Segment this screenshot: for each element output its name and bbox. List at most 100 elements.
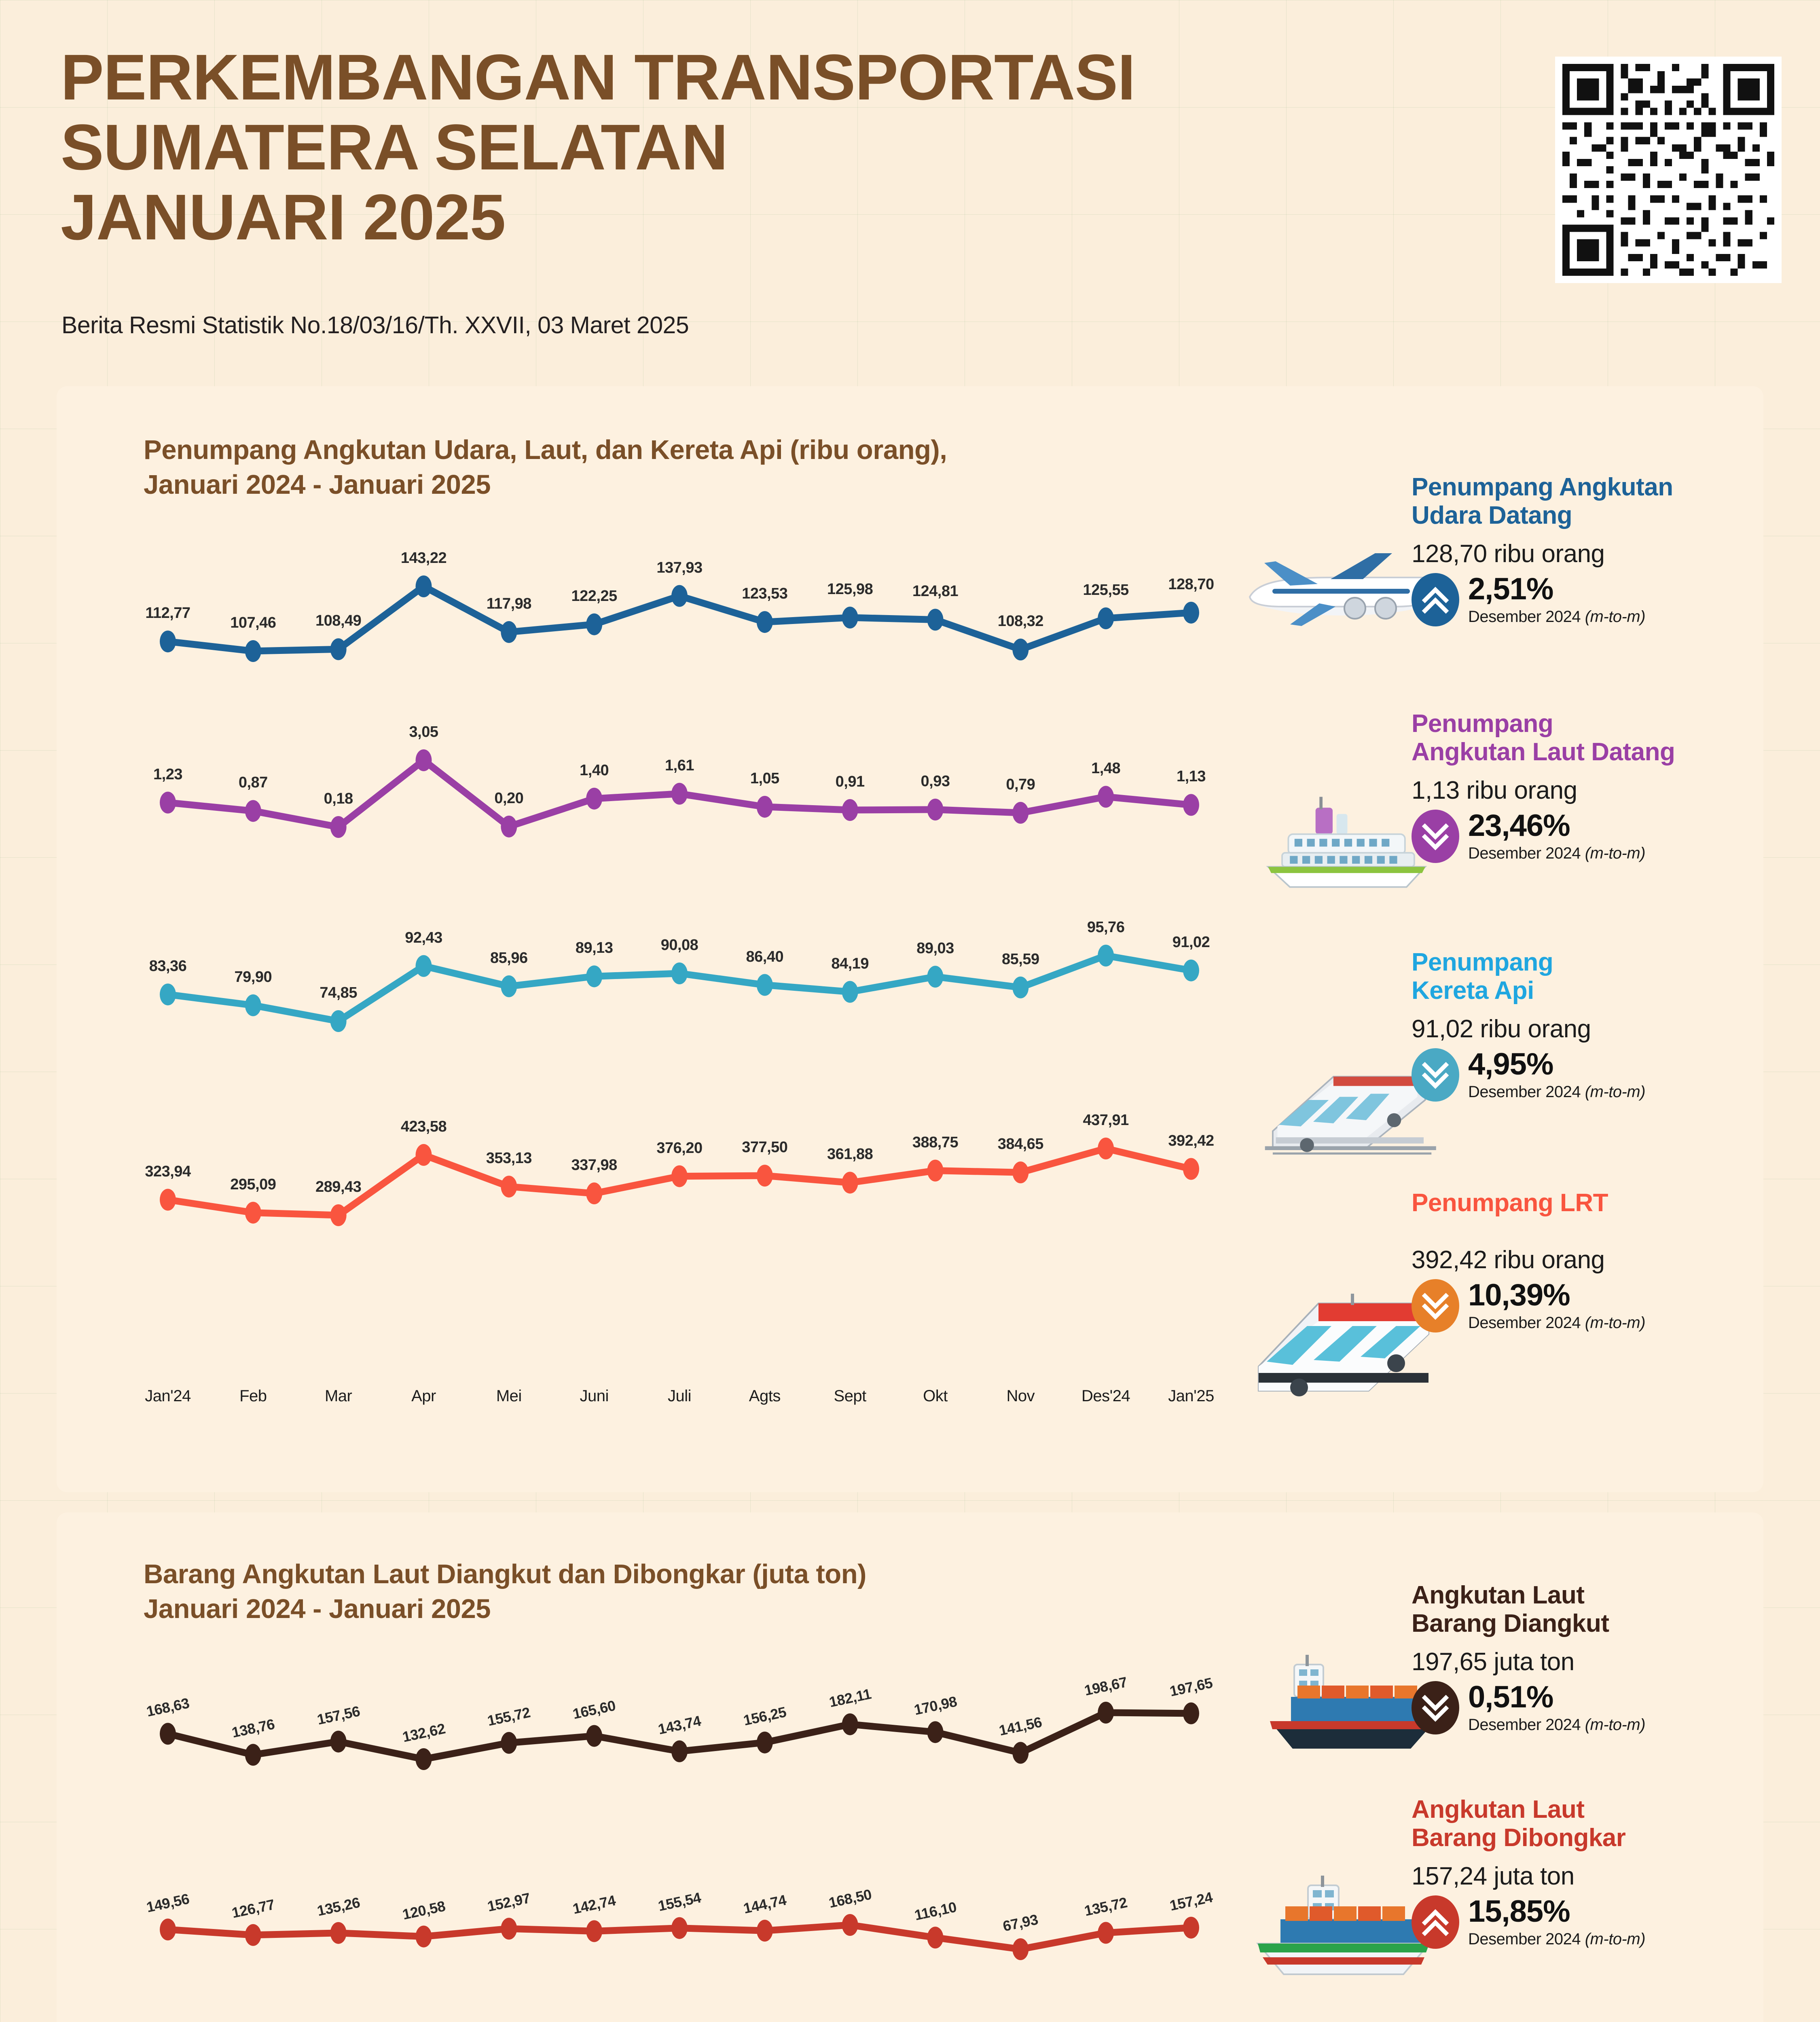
passenger-title-line-1: Penumpang Angkutan Udara, Laut, dan Kere… [144,435,947,465]
x-axis-label: Agts [749,1387,781,1405]
stat-lrt-percent: 10,39% [1468,1277,1570,1312]
data-label: 124,81 [912,583,959,600]
cargo-title-line-1: Barang Angkutan Laut Diangkut dan Dibong… [144,1559,866,1589]
cargo-chart-svg [160,1702,1199,1960]
stat-air-head-1: Penumpang Angkutan [1412,473,1673,501]
chevron-up-icon [1412,1895,1459,1949]
stat-card-loaded: Angkutan Laut Barang Diangkut 197,65 jut… [1412,1581,1820,1735]
stat-loaded-head-2: Barang Diangkut [1412,1610,1609,1638]
stat-card-lrt: Penumpang LRT 392,42 ribu orang 10,39% D… [1412,1189,1820,1333]
data-label: 107,46 [230,614,276,631]
stat-unloaded-head-1: Angkutan Laut [1412,1796,1585,1823]
stat-sea-note: Desember 2024 [1468,844,1585,862]
data-label: 0,91 [835,773,865,791]
data-label: 0,18 [324,790,353,807]
data-label: 3,05 [409,723,438,740]
stat-air-note-em: (m-to-m) [1585,607,1646,626]
data-label: 0,20 [494,789,524,807]
stat-air-note: Desember 2024 [1468,607,1585,626]
stat-train-note-em: (m-to-m) [1585,1083,1646,1101]
stat-unloaded-note-em: (m-to-m) [1585,1930,1646,1948]
data-label: 361,88 [827,1146,873,1163]
page-title-line-3: JANUARI 2025 [61,180,506,253]
data-label: 85,59 [1002,950,1039,968]
x-axis-label: Juni [580,1387,609,1405]
x-axis-label: Des'24 [1081,1387,1130,1405]
stat-air-percent: 2,51% [1468,571,1554,606]
stat-lrt-value: 392,42 ribu orang [1412,1246,1605,1274]
data-label: 353,13 [486,1150,532,1167]
data-label: 91,02 [1172,933,1210,951]
cargo-panel: Barang Angkutan Laut Diangkut dan Dibong… [57,1512,1763,2022]
data-label: 0,79 [1006,776,1035,793]
stat-sea-head-1: Penumpang [1412,710,1553,738]
data-label: 95,76 [1087,919,1125,936]
data-label: 125,98 [827,581,873,598]
passenger-chart: 112,77 107,46 108,49 143,22 117,98 122,25 137,… [144,508,1227,1438]
data-label: 112,77 [145,605,190,622]
data-label: 392,42 [1168,1132,1214,1149]
data-label: 1,48 [1091,760,1121,777]
qr-code[interactable] [1555,57,1782,283]
stat-card-unloaded: Angkutan Laut Barang Dibongkar 157,24 ju… [1412,1796,1820,1949]
stat-train-value: 91,02 ribu orang [1412,1015,1591,1043]
data-label: 423,58 [400,1118,447,1135]
data-label: 143,22 [400,550,447,567]
x-axis-label: Nov [1006,1387,1035,1405]
data-label: 323,94 [145,1163,191,1180]
data-label: 137,93 [656,559,703,576]
x-axis-label: Juli [667,1387,692,1405]
data-label: 128,70 [1168,575,1214,593]
chevron-down-icon [1412,1048,1459,1102]
passenger-chart-svg [160,575,1199,1226]
data-label: 108,32 [997,613,1044,630]
data-label: 337,98 [571,1157,618,1174]
stat-lrt-head-1: Penumpang LRT [1412,1189,1608,1217]
stat-loaded-head-1: Angkutan Laut [1412,1581,1585,1609]
stat-train-percent: 4,95% [1468,1047,1554,1081]
stat-air-head-2: Udara Datang [1412,501,1572,530]
stat-train-note: Desember 2024 [1468,1083,1585,1101]
passenger-title-line-2: Januari 2024 - Januari 2025 [144,469,491,500]
stat-loaded-note-em: (m-to-m) [1585,1715,1646,1734]
data-label: 85,96 [490,949,528,967]
cargo-chart: 168,63 138,76 157,56 132,62 155,72 165,60 143,… [144,1642,1227,2022]
stat-sea-percent: 23,46% [1468,808,1570,843]
x-axis-label: Jan'25 [1168,1387,1214,1405]
cargo-title-line-2: Januari 2024 - Januari 2025 [144,1593,491,1624]
x-axis-label: Jan'24 [145,1387,191,1405]
stat-air-value: 128,70 ribu orang [1412,540,1605,568]
cargo-ship-icon [1234,1872,1444,1986]
cargo-panel-title: Barang Angkutan Laut Diangkut dan Dibong… [144,1557,866,1626]
data-label: 0,93 [921,772,950,790]
report-subtitle: Berita Resmi Statistik No.18/03/16/Th. X… [61,312,689,338]
data-label: 1,05 [750,770,779,787]
data-label: 84,19 [831,955,869,972]
stat-card-air: Penumpang Angkutan Udara Datang 128,70 r… [1412,473,1820,627]
stat-sea-note-em: (m-to-m) [1585,844,1646,862]
stat-card-sea: Penumpang Angkutan Laut Datang 1,13 ribu… [1412,710,1820,863]
lrt-icon [1230,1276,1448,1397]
data-label: 377,50 [742,1139,788,1156]
stat-unloaded-value: 157,24 juta ton [1412,1862,1575,1891]
data-label: 89,13 [575,939,613,957]
stat-unloaded-note: Desember 2024 [1468,1930,1585,1948]
data-label: 1,40 [580,761,609,779]
passenger-panel: Penumpang Angkutan Udara, Laut, dan Kere… [57,386,1763,1492]
stat-unloaded-percent: 15,85% [1468,1894,1570,1929]
stat-loaded-percent: 0,51% [1468,1679,1554,1714]
data-label: 90,08 [660,937,698,954]
stat-loaded-value: 197,65 juta ton [1412,1648,1575,1676]
page-title-line-1: PERKEMBANGAN TRANSPORTASI [61,41,1136,113]
train-icon [1242,1045,1444,1157]
chevron-down-icon [1412,1681,1459,1735]
stat-lrt-note-em: (m-to-m) [1585,1313,1646,1332]
data-label: 83,36 [149,958,187,975]
data-label: 108,49 [315,612,362,630]
data-label: 0,87 [238,774,268,791]
x-axis-label: Sept [834,1387,867,1405]
data-label: 388,75 [912,1134,959,1151]
x-axis-label: Okt [923,1387,948,1405]
data-label: 1,13 [1177,768,1206,785]
data-label: 437,91 [1083,1112,1129,1129]
